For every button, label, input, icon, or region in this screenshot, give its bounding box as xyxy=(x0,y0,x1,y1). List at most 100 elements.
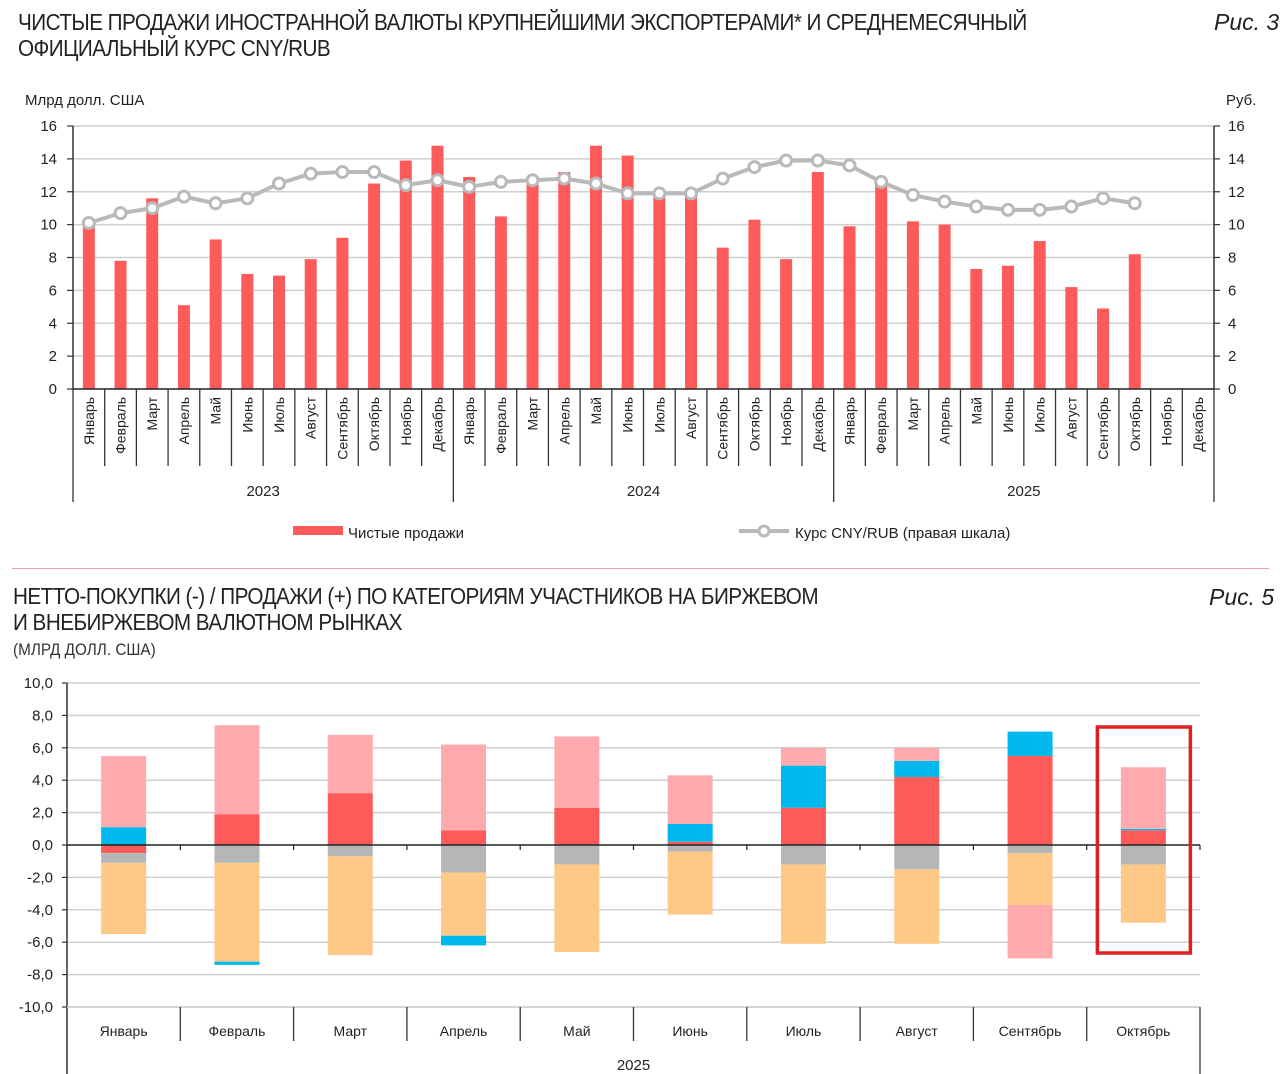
month-label: Декабрь xyxy=(810,397,826,452)
right-axis-label: Руб. xyxy=(1226,92,1256,109)
month-label: Июль xyxy=(1032,397,1048,433)
stack-segment-pink xyxy=(780,747,826,766)
month-label: Март xyxy=(525,396,541,430)
right-tick-label: 2 xyxy=(1228,348,1236,365)
bar-net-sales xyxy=(114,260,127,389)
year-label: 2025 xyxy=(617,1057,650,1074)
y-tick-label: 10,0 xyxy=(24,675,53,692)
bar-net-sales xyxy=(494,216,507,389)
stack-segment-pink xyxy=(214,725,260,815)
y-tick-label: -8,0 xyxy=(27,967,53,984)
bar-net-sales xyxy=(558,172,571,389)
stack-segment-blue xyxy=(780,765,826,808)
month-label: Декабрь xyxy=(1190,397,1206,452)
stack-segment-pink xyxy=(1007,904,1053,959)
stack-segment-orange xyxy=(441,872,487,936)
rate-point xyxy=(176,189,191,204)
bar-net-sales xyxy=(938,224,951,389)
month-label: Апрель xyxy=(176,397,192,445)
bar-net-sales xyxy=(526,181,539,389)
rate-point xyxy=(715,171,730,186)
month-label: Ноябрь xyxy=(398,397,414,446)
rate-point xyxy=(398,178,413,193)
category-label: Май xyxy=(563,1023,590,1039)
bar-net-sales xyxy=(241,273,254,389)
month-label: Сентябрь xyxy=(1095,397,1111,460)
stack-segment-orange xyxy=(101,862,147,935)
stack-segment-red xyxy=(1120,830,1166,845)
month-label: Июль xyxy=(651,397,667,433)
bar-net-sales xyxy=(653,195,666,389)
category-label: Сентябрь xyxy=(999,1023,1062,1039)
rate-point xyxy=(747,160,762,175)
right-tick-label: 6 xyxy=(1228,282,1236,299)
stack-segment-orange xyxy=(894,869,940,944)
right-tick-label: 16 xyxy=(1228,118,1245,135)
left-tick-label: 12 xyxy=(40,184,57,201)
stack-segment-red xyxy=(554,807,600,845)
rate-point xyxy=(1127,196,1142,211)
y-tick-label: 2,0 xyxy=(32,805,53,822)
stack-segment-red xyxy=(894,776,940,845)
month-label: Март xyxy=(905,396,921,430)
month-label: Январь xyxy=(461,397,477,445)
month-label: Август xyxy=(303,396,319,439)
category-label: Апрель xyxy=(440,1023,488,1039)
rate-point xyxy=(1000,202,1015,217)
month-label: Март xyxy=(144,396,160,430)
stack-segment-blue xyxy=(894,760,940,777)
rate-point xyxy=(430,173,445,188)
rate-point xyxy=(588,176,603,191)
stack-segment-pink xyxy=(1120,767,1166,829)
stack-segment-orange xyxy=(667,851,713,915)
stack-segment-gray xyxy=(327,845,373,857)
rate-point xyxy=(303,166,318,181)
stack-segment-red xyxy=(327,793,373,845)
right-tick-label: 10 xyxy=(1228,217,1245,234)
bar-net-sales xyxy=(431,145,444,389)
stack-segment-blue xyxy=(1007,731,1053,756)
stack-segment-gray xyxy=(101,853,147,863)
month-label: Февраль xyxy=(873,397,889,454)
rate-point xyxy=(842,158,857,173)
month-label: Апрель xyxy=(556,397,572,445)
stack-segment-red xyxy=(1007,755,1053,845)
stack-segment-blue xyxy=(1120,828,1166,831)
stack-segment-red xyxy=(441,830,487,845)
rate-point xyxy=(145,201,160,216)
rate-point xyxy=(208,196,223,211)
figure3-label: Рис. 3 xyxy=(1214,9,1280,35)
month-label: Июль xyxy=(271,397,287,433)
right-tick-label: 0 xyxy=(1228,381,1236,398)
left-tick-label: 14 xyxy=(40,151,57,168)
month-label: Февраль xyxy=(493,397,509,454)
bar-net-sales xyxy=(811,172,824,389)
bar-net-sales xyxy=(1001,265,1014,389)
stack-segment-red xyxy=(667,841,713,845)
rate-point xyxy=(620,186,635,201)
month-label: Сентябрь xyxy=(334,397,350,460)
stack-segment-pink xyxy=(894,747,940,761)
rate-point xyxy=(81,215,96,230)
bar-net-sales xyxy=(209,239,222,389)
stack-segment-blue xyxy=(441,935,487,946)
rate-point xyxy=(1032,202,1047,217)
legend-label-rate: Курс CNY/RUB (правая шкала) xyxy=(795,525,1010,542)
rate-point xyxy=(272,176,287,191)
rate-point xyxy=(652,186,667,201)
y-tick-label: -6,0 xyxy=(27,934,53,951)
bar-net-sales xyxy=(1065,287,1078,389)
stack-segment-orange xyxy=(214,862,260,962)
left-tick-label: 8 xyxy=(49,250,57,267)
rate-line xyxy=(88,158,1136,225)
rate-point xyxy=(1064,199,1079,214)
bar-net-sales xyxy=(621,155,634,389)
stack-segment-gray xyxy=(554,845,600,865)
stack-segment-orange xyxy=(327,856,373,956)
rate-point xyxy=(684,186,699,201)
bar-net-sales xyxy=(780,259,793,389)
stack-segment-blue xyxy=(667,823,713,842)
highlight-box xyxy=(1095,725,1193,955)
stack-segment-red xyxy=(780,807,826,845)
month-label: Февраль xyxy=(113,397,129,454)
